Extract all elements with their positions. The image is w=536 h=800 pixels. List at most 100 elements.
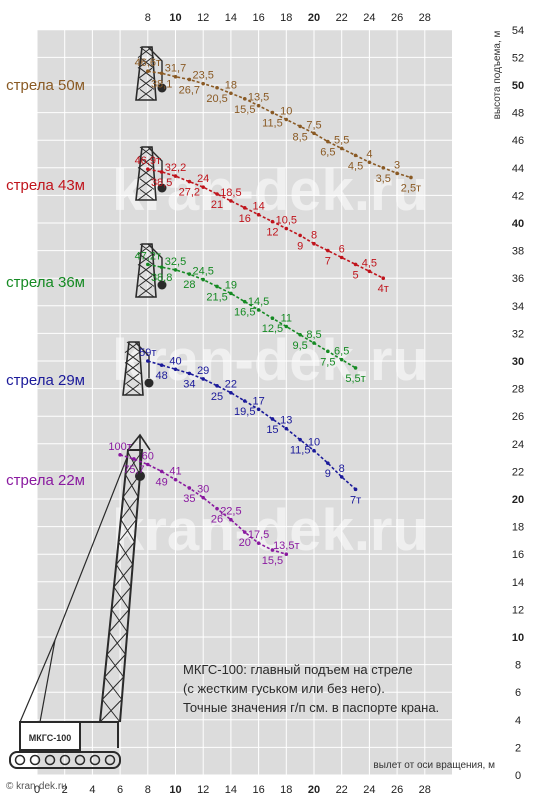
data-label: 15 [266,424,278,436]
data-point [284,324,289,329]
watermark-text: kran-dek.ru [112,498,428,563]
data-point [298,233,302,238]
x-tick-label: 0 [34,784,40,796]
data-label: 6,5 [334,346,349,358]
data-label: 11,5 [262,118,283,130]
data-label: 10 [280,106,292,118]
data-point [146,69,150,73]
data-point [367,269,372,274]
data-point [201,377,205,381]
x-top-tick-label: 22 [336,12,348,24]
data-point [312,241,316,246]
data-point [284,117,289,122]
crawler-track [9,751,121,769]
y-tick-label: 54 [512,25,524,37]
data-point [159,265,164,269]
data-point [173,477,178,482]
data-label: 21,5 [206,291,227,303]
pendant-cables [19,454,129,723]
data-label: 6 [339,244,345,256]
data-point [146,167,150,171]
data-label: 16 [239,213,251,225]
x-tick-label: 24 [363,784,375,796]
data-point [242,399,247,403]
x-top-tick-label: 26 [391,12,403,24]
data-label: 22,5 [220,506,241,518]
data-point [326,461,330,465]
data-point [270,548,275,552]
data-label: 38,1 [151,78,172,90]
data-point [256,212,261,217]
chart-grid [36,29,453,776]
data-label: 75,7 [123,464,144,476]
data-point [395,171,399,176]
data-label: 4,5 [362,257,377,269]
data-label: 23,5 [192,70,213,82]
boom-head [127,433,151,470]
crawler-wheel [44,754,56,766]
x-top-tick-label: 18 [280,12,292,24]
data-label: 24,5 [192,266,213,278]
series-0: 46,6т 38,1 31,7 26,7 23,5 20,5 18 15,513,5 11,51… [135,57,422,194]
watermark-text: kran-dek.ru [112,328,428,393]
crawler-wheel [59,754,71,766]
data-point [270,417,275,421]
data-label: 16,5 [234,307,255,319]
data-label: 3,5 [376,173,391,185]
data-label: 14,5 [248,296,269,308]
x-tick-label: 16 [252,784,264,796]
data-point [118,453,122,457]
y-tick-label: 28 [512,384,524,396]
data-point [339,146,344,151]
data-point [173,268,178,272]
data-label: 22 [225,379,237,391]
data-point [201,185,205,189]
hook-icon [157,183,167,193]
data-label: 21 [211,199,223,211]
y-tick-label: 42 [512,190,524,202]
data-point [242,206,247,210]
data-point [409,175,413,180]
y-tick-label: 20 [512,494,524,506]
chart-axes: 0 2 4 6 8 10 12 14 16 18 20 22 24 26 288 10 12 14 16 18 20 22… [34,12,524,796]
data-point [298,332,302,337]
crawler-wheel [74,754,86,766]
data-label: 12 [266,227,278,239]
legend-label: стрела 29м [6,372,85,389]
y-tick-label: 12 [512,604,524,616]
data-point [229,390,233,395]
data-point [270,219,275,224]
data-label: 13,5 [248,92,269,104]
data-point [187,371,192,376]
data-point [146,462,150,467]
data-point [146,359,150,363]
data-label: 31,7 [165,63,186,75]
y-tick-label: 16 [512,549,524,561]
data-point [187,486,192,490]
head-lattice [137,146,155,201]
data-point [159,71,164,76]
y-tick-label: 14 [512,577,524,589]
x-top-tick-label: 16 [252,12,264,24]
data-label: 46,6т [135,57,161,69]
data-label: 48 [156,370,168,382]
crane-head-icon [135,146,167,201]
data-point [187,272,192,276]
y-tick-label: 18 [512,522,524,534]
data-point [256,541,261,545]
data-point [173,367,178,372]
data-label: 11,5 [290,445,311,457]
data-label: 28 [183,279,195,291]
data-label: 15,5 [262,555,283,567]
head-cable [147,46,163,83]
data-label: 40 [169,355,181,367]
x-top-tick-label: 28 [419,12,431,24]
crawler-wheel [89,754,101,766]
data-label: 35 [183,493,195,505]
data-label: 11 [281,313,292,325]
data-label: 14 [252,201,264,213]
